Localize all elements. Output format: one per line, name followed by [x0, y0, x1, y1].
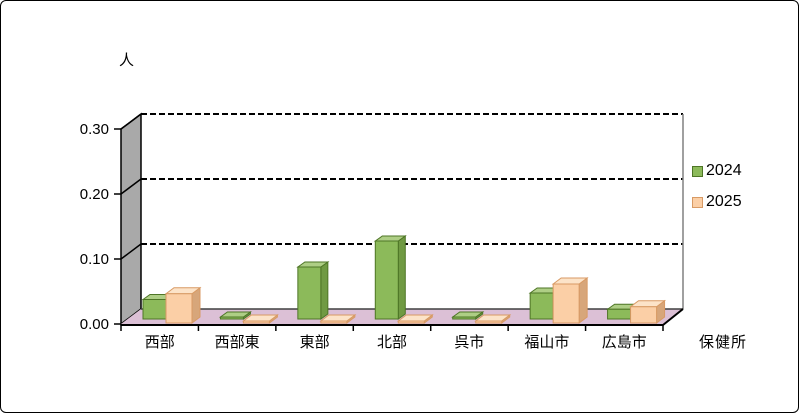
bar-front-face: [320, 320, 348, 324]
x-category-label: 東部: [300, 334, 330, 351]
x-category-label: 西部東: [215, 334, 260, 351]
bar-side-face: [578, 277, 588, 324]
bar-front-face: [552, 283, 580, 324]
x-category-label: 北部: [377, 334, 407, 351]
bar-2025-呉市: [474, 314, 512, 324]
legend-swatch-2024: [692, 165, 703, 177]
y-axis-unit-label: 人: [119, 52, 135, 69]
legend-item-2025: 2025: [692, 193, 742, 211]
legend-label-2025: 2025: [706, 193, 742, 210]
legend-item-2024: 2024: [692, 162, 742, 180]
bar-side-face: [397, 235, 406, 320]
bar-front-face: [219, 316, 244, 320]
bar-2024-東部: [296, 261, 330, 320]
x-category-label: 広島市: [602, 334, 647, 351]
bar-2025-東部: [319, 314, 357, 324]
bar-2025-福山市: [551, 277, 589, 324]
bar-front-face: [630, 306, 658, 324]
bar-front-face: [452, 316, 477, 320]
legend-swatch-2025: [692, 196, 703, 208]
bar-2024-西部東: [218, 311, 252, 320]
bar-front-face: [529, 292, 554, 320]
wall-gridline: [120, 178, 142, 195]
bar-2025-広島市: [629, 299, 667, 324]
x-category-label: 呉市: [454, 334, 484, 351]
legend-label-2024: 2024: [706, 162, 742, 179]
bar-front-face: [475, 320, 503, 324]
bar-2024-北部: [373, 235, 407, 320]
floor-right-edge: [662, 308, 684, 326]
x-category-label: 西部: [145, 334, 175, 351]
y-tick-label: 0.00: [80, 316, 109, 333]
bar-2025-西部: [164, 286, 202, 324]
left-wall: [120, 112, 142, 326]
bar-front-face: [397, 320, 425, 324]
bar-2024-呉市: [451, 311, 485, 320]
y-tick-label: 0.10: [80, 251, 109, 268]
wall-gridline: [120, 113, 142, 130]
bar-2025-北部: [396, 314, 434, 324]
y-tick-label: 0.20: [80, 186, 109, 203]
bar-front-face: [242, 320, 270, 324]
y-tick-label: 0.30: [80, 121, 109, 138]
x-axis-title: 保健所: [699, 334, 748, 351]
wall-gridline: [120, 243, 142, 260]
bar-front-face: [607, 308, 632, 320]
bar-side-face: [320, 261, 329, 320]
x-category-label: 福山市: [524, 334, 569, 351]
bar-2025-西部東: [241, 314, 279, 324]
legend: 2024 2025: [692, 162, 742, 224]
bar-front-face: [142, 299, 167, 320]
bar-front-face: [297, 266, 322, 320]
bar-front-face: [165, 293, 193, 324]
bar-front-face: [374, 240, 399, 320]
